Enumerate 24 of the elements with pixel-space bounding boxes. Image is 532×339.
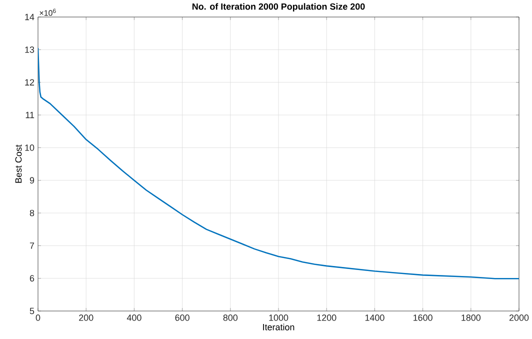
y-tick-label: 13 bbox=[25, 46, 34, 53]
y-tick-label: 11 bbox=[26, 112, 34, 118]
x-tick-label: 1800 bbox=[462, 314, 481, 321]
y-tick-label: 12 bbox=[25, 79, 34, 86]
y-axis-title: Best Cost bbox=[15, 144, 22, 183]
y-tick-label: 5 bbox=[30, 308, 34, 314]
x-tick-label: 1400 bbox=[365, 314, 384, 321]
x-tick-label: 800 bbox=[223, 314, 238, 321]
x-tick-label: 600 bbox=[175, 314, 190, 321]
x-axis-title: Iteration bbox=[263, 324, 294, 330]
y-tick-label: 7 bbox=[30, 242, 34, 249]
x-tick-label: 1000 bbox=[269, 314, 288, 321]
y-tick-label: 10 bbox=[25, 144, 34, 151]
x-tick-label: 400 bbox=[126, 314, 142, 321]
y-tick-label: 8 bbox=[30, 210, 34, 216]
x-tick-label: 0 bbox=[36, 314, 40, 321]
y-tick-label: 14 bbox=[25, 14, 34, 20]
chart-title: No. of Iteration 2000 Population Size 200 bbox=[192, 3, 365, 12]
x-tick-label: 200 bbox=[79, 314, 94, 321]
x-tick-label: 1200 bbox=[317, 314, 336, 321]
x-tick-label: 1600 bbox=[414, 314, 432, 321]
x-tick-label: 2000 bbox=[509, 314, 529, 321]
y-tick-label: 6 bbox=[30, 275, 34, 282]
y-tick-label: 9 bbox=[30, 177, 34, 184]
